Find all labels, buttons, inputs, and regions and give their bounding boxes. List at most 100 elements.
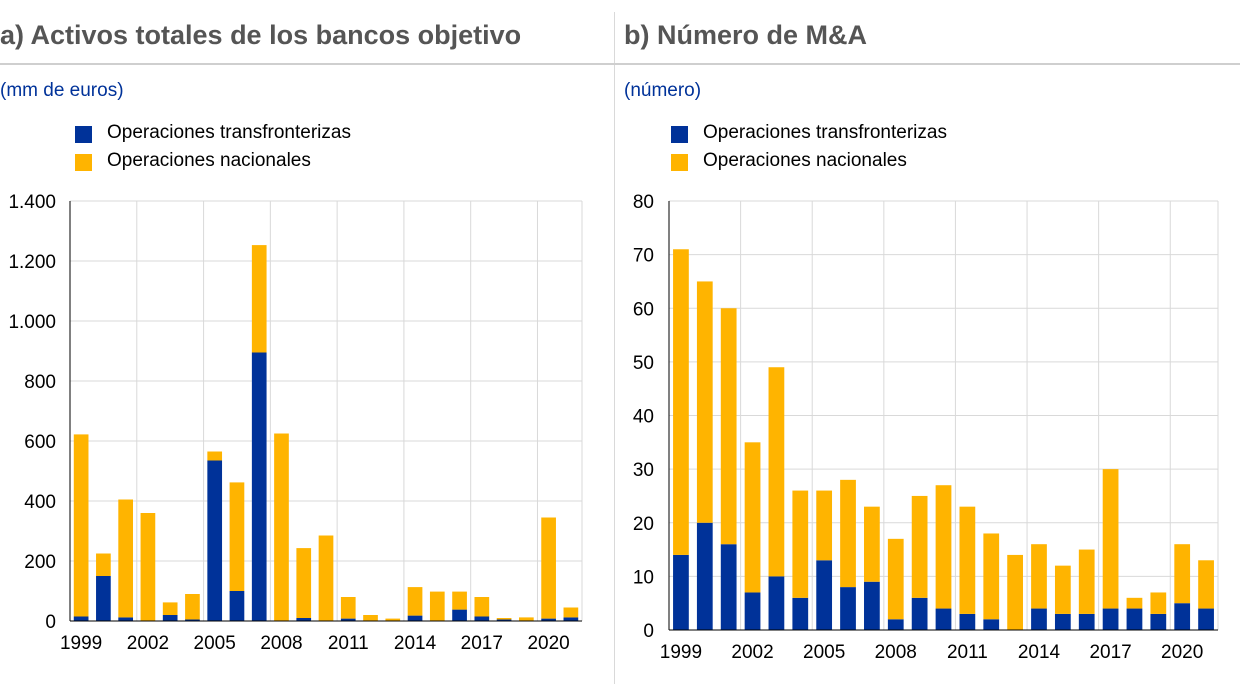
legend-label: Operaciones transfronterizas	[703, 122, 947, 143]
bar-domestic	[696, 281, 713, 523]
x-tick-label: 2005	[194, 633, 236, 654]
bar-domestic	[1007, 554, 1023, 630]
bar-cross-border	[563, 617, 579, 621]
bar-chart-total-assets: 0 200 400 600 800 1.000 1.200 1.400 1999 2002 2005…	[8, 192, 583, 654]
y-tick-label: 70	[633, 246, 654, 267]
bar-domestic	[162, 602, 178, 615]
chart-title: a) Activos totales de los bancos objetiv…	[0, 20, 522, 50]
bar-cross-border	[864, 581, 880, 630]
x-tick-label: 1999	[60, 633, 102, 654]
panel-total-assets: a) Activos totales de los bancos objetiv…	[0, 0, 614, 690]
y-tick-label: 60	[633, 299, 654, 320]
bar-cross-border	[1054, 613, 1071, 630]
bar-domestic	[318, 535, 334, 621]
panel-divider	[614, 12, 615, 684]
x-tick-label: 2011	[328, 633, 369, 654]
bar-cross-border	[96, 576, 111, 621]
bar-domestic	[452, 591, 467, 610]
bar-domestic	[1198, 560, 1214, 609]
y-tick-label: 1.200	[8, 252, 56, 273]
bar-domestic	[983, 533, 1000, 620]
bar-cross-border	[1031, 608, 1047, 630]
bar-domestic	[251, 245, 267, 353]
bar-domestic	[274, 433, 289, 621]
bar-cross-border	[496, 619, 512, 621]
bar-cross-border	[792, 597, 809, 630]
legend-swatch-domestic	[671, 154, 688, 171]
bar-domestic	[118, 499, 133, 618]
unit-label: (número)	[624, 80, 702, 101]
bar-domestic	[385, 618, 401, 621]
bar-cross-border	[118, 617, 133, 621]
y-tick-label: 0	[643, 621, 654, 642]
x-tick-label: 2002	[731, 642, 773, 663]
bar-cross-border	[887, 619, 904, 630]
bar-domestic	[474, 597, 490, 617]
bar-domestic	[720, 308, 737, 545]
bar-domestic	[207, 451, 223, 461]
x-tick-label: 2014	[1018, 642, 1061, 663]
panel-number-ma: b) Número de M&A (número) Operaciones tr…	[614, 0, 1240, 690]
bar-domestic	[429, 591, 445, 621]
bar-chart-number-ma: 0 10 20 30 40 50 60 70 80 1999 2002 2005 2008 2011 201…	[633, 192, 1219, 663]
bar-cross-border	[185, 619, 200, 621]
legend-label: Operaciones nacionales	[107, 150, 311, 171]
bar-domestic	[864, 506, 880, 582]
x-tick-label: 2002	[127, 633, 169, 654]
x-tick-label: 2020	[527, 633, 569, 654]
x-tick-label: 2008	[875, 642, 917, 663]
x-tick-label: 2008	[260, 633, 302, 654]
bar-cross-border	[1174, 603, 1191, 630]
bar-domestic	[140, 513, 156, 621]
bar-domestic	[496, 618, 512, 620]
bar-cross-border	[911, 597, 928, 630]
bar-domestic	[563, 607, 579, 618]
legend-swatch-cross-border	[671, 126, 688, 143]
x-tick-label: 2017	[461, 633, 503, 654]
bar-domestic	[959, 506, 976, 614]
bar-domestic	[229, 482, 245, 591]
x-tick-label: 2011	[947, 642, 988, 663]
bar-domestic	[1078, 549, 1095, 614]
legend-swatch-cross-border	[75, 126, 92, 143]
legend-label: Operaciones nacionales	[703, 150, 907, 171]
x-tick-label: 2014	[394, 633, 437, 654]
y-tick-label: 10	[633, 567, 654, 588]
bar-cross-border	[251, 352, 267, 621]
legend-label: Operaciones transfronterizas	[107, 122, 351, 143]
bar-domestic	[673, 249, 689, 555]
bar-domestic	[840, 479, 856, 588]
y-tick-label: 1.000	[8, 312, 56, 333]
bar-cross-border	[696, 522, 713, 630]
title-underline	[614, 63, 1240, 65]
bar-domestic	[1054, 565, 1071, 614]
bar-domestic	[519, 617, 534, 621]
bar-cross-border	[340, 618, 356, 621]
y-tick-label: 80	[633, 192, 654, 213]
bar-domestic	[541, 517, 556, 619]
bar-domestic	[1174, 544, 1191, 604]
bar-cross-border	[73, 616, 89, 621]
y-tick-label: 200	[24, 552, 56, 573]
y-tick-label: 50	[633, 353, 654, 374]
bar-domestic	[73, 434, 89, 617]
y-tick-label: 800	[24, 372, 56, 393]
x-tick-label: 1999	[660, 642, 702, 663]
bar-domestic	[96, 553, 111, 576]
bar-domestic	[792, 490, 809, 598]
bar-cross-border	[407, 615, 423, 621]
bar-cross-border	[1102, 608, 1119, 630]
y-tick-label: 600	[24, 432, 56, 453]
bar-cross-border	[1078, 613, 1095, 630]
bar-cross-border	[296, 618, 312, 621]
legend-swatch-domestic	[75, 154, 92, 171]
bar-cross-border	[720, 544, 737, 630]
bar-domestic	[363, 615, 378, 621]
bar-domestic	[911, 495, 928, 598]
bar-cross-border	[229, 591, 245, 621]
bar-cross-border	[935, 608, 952, 630]
x-tick-label: 2017	[1089, 642, 1131, 663]
bar-domestic	[1031, 544, 1047, 609]
bar-cross-border	[452, 609, 467, 621]
bar-domestic	[296, 548, 312, 618]
